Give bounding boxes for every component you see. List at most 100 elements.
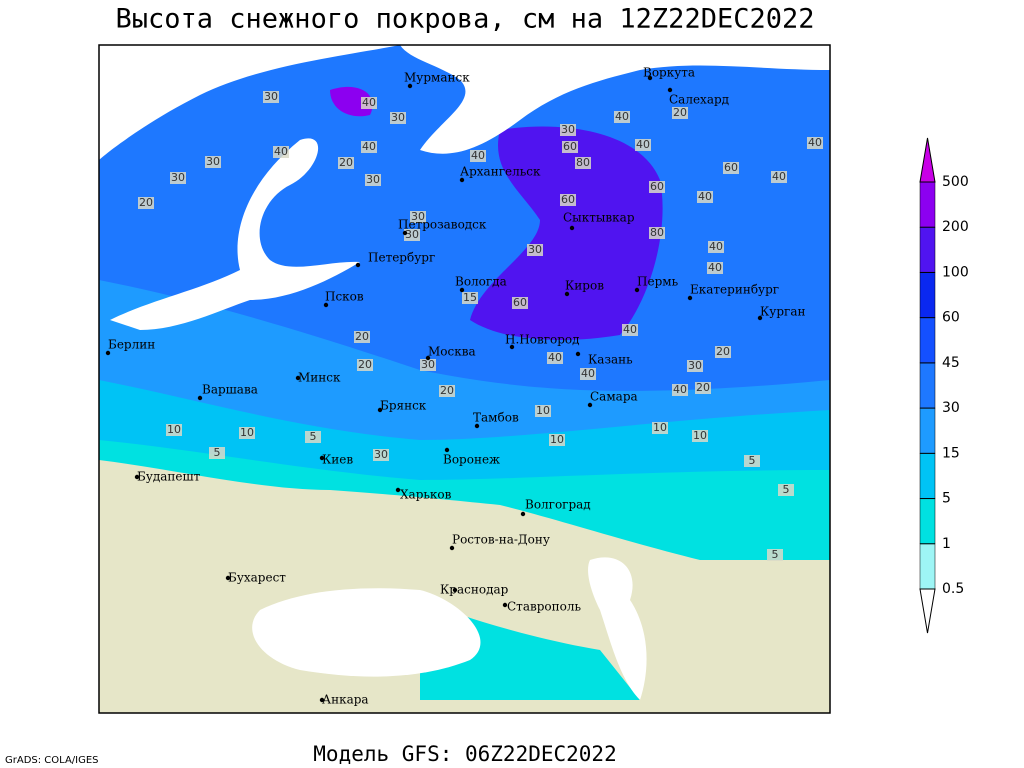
colorbar-bin [919, 588, 936, 634]
city-dot [757, 315, 763, 321]
contour-label-box [672, 384, 688, 396]
contour-label: 10 [693, 429, 707, 442]
city-label: Екатеринбург [690, 283, 779, 297]
contour-label: 30 [561, 123, 575, 136]
contour-label: 5 [772, 548, 779, 561]
contour-label: 60 [650, 180, 664, 193]
city-label: Петрозаводск [398, 218, 487, 232]
contour-label-box [470, 150, 486, 162]
colorbar-bin [919, 226, 936, 273]
contour-label: 40 [581, 367, 595, 380]
title: Высота снежного покрова, см на 12Z22DEC2… [116, 4, 815, 35]
contour-label: 30 [264, 90, 278, 103]
contour-label: 20 [696, 381, 710, 394]
city-label: Брянск [380, 399, 427, 413]
contour-label-box [635, 139, 651, 151]
city-dot [509, 344, 515, 350]
contour-label-box [771, 171, 787, 183]
colorbar-label: 15 [942, 445, 960, 461]
contour-label-box [138, 197, 154, 209]
city-label: Волгоград [525, 498, 591, 512]
contour-label-box [462, 292, 478, 304]
contour-label-box [263, 91, 279, 103]
colorbar-label: 0.5 [942, 581, 964, 597]
contour-label-box [512, 297, 528, 309]
contour-label-box [361, 141, 377, 153]
contour-label: 30 [528, 243, 542, 256]
city-label: Тамбов [473, 411, 519, 425]
contour-label-box [697, 191, 713, 203]
contour-label: 30 [405, 228, 419, 241]
contour-label-box [535, 405, 551, 417]
city-label: Варшава [202, 383, 258, 397]
contour-label-box [338, 157, 354, 169]
city-label: Бухарест [228, 571, 286, 585]
city-label: Анкара [322, 693, 369, 707]
colorbar-bin [919, 137, 936, 183]
city-dot [377, 407, 383, 413]
colorbar-bin [919, 498, 936, 545]
contour-label: 80 [650, 226, 664, 239]
contour-label: 30 [421, 358, 435, 371]
city-label: Берлин [108, 338, 155, 352]
city-label: Киров [565, 279, 604, 293]
city-label: Мурманск [404, 71, 470, 85]
city-dot [502, 602, 508, 608]
contour-label-box [166, 424, 182, 436]
colorbar-label: 100 [942, 264, 969, 280]
contour-label: 10 [167, 423, 181, 436]
contour-label: 60 [561, 193, 575, 206]
contour-label: 20 [358, 358, 372, 371]
contour-label-box [205, 156, 221, 168]
city-dot [647, 75, 653, 81]
colorbar-bin [919, 407, 936, 454]
city-dot [564, 291, 570, 297]
contour-label-box [614, 111, 630, 123]
contour-label: 60 [563, 140, 577, 153]
contour-label-box [549, 434, 565, 446]
contour-label: 20 [716, 345, 730, 358]
snow-zone [470, 126, 663, 340]
contour-label: 40 [636, 138, 650, 151]
contour-label: 40 [362, 140, 376, 153]
contour-label-box [527, 244, 543, 256]
colorbar-bin [919, 317, 936, 364]
contour-label-box [361, 97, 377, 109]
contour-label-box [692, 430, 708, 442]
city-dot [105, 350, 111, 356]
city-dot [444, 447, 450, 453]
contour-label: 40 [808, 136, 822, 149]
contour-label-box [273, 146, 289, 158]
colorbar-label: 200 [942, 219, 969, 235]
contour-label-box [305, 431, 321, 443]
contour-label-box [744, 455, 760, 467]
contour-label-box [404, 229, 420, 241]
colorbar-label: 30 [942, 400, 960, 416]
contour-label: 10 [653, 421, 667, 434]
city-dot [569, 225, 575, 231]
contour-label-box [562, 141, 578, 153]
city-dot [295, 375, 301, 381]
contour-label: 5 [783, 483, 790, 496]
colorbar-label: 60 [942, 310, 960, 326]
contour-label-box [239, 427, 255, 439]
city-label: Псков [325, 290, 364, 304]
contour-label-box [357, 359, 373, 371]
city-label: Будапешт [137, 470, 201, 484]
contour-label-box [365, 174, 381, 186]
city-label: Харьков [400, 488, 452, 502]
contour-label-box [715, 346, 731, 358]
contour-label-box [707, 262, 723, 274]
city-dot [575, 351, 581, 357]
city-label: Киев [322, 453, 353, 467]
map-frame [98, 44, 831, 714]
contour-label: 40 [698, 190, 712, 203]
city-dot [402, 230, 408, 236]
city-dot [449, 545, 455, 551]
contour-label: 40 [362, 96, 376, 109]
map [99, 45, 830, 713]
city-label: Пермь [637, 275, 679, 289]
city-label: Ставрополь [507, 600, 581, 614]
contour-label: 20 [139, 196, 153, 209]
